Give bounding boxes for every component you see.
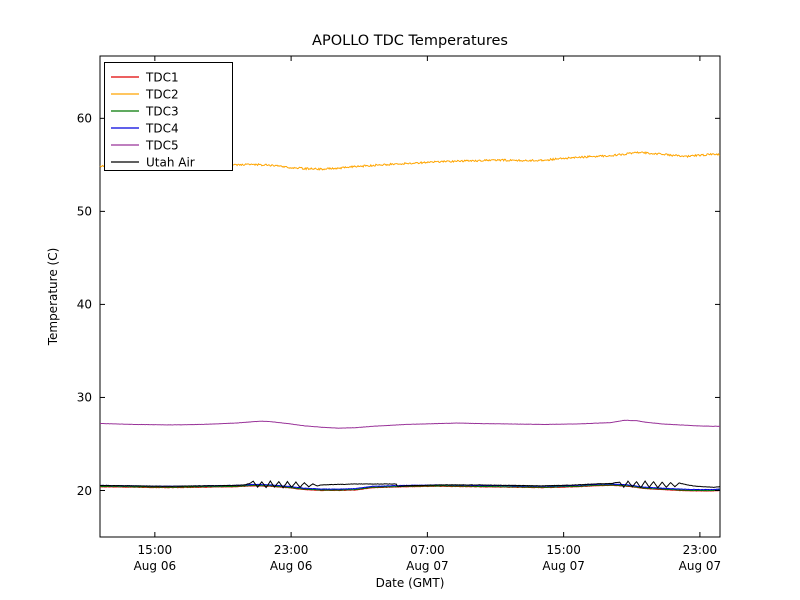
- axes-layer: 20 30 40 50 60 15:00 Aug 06 23:00 Aug 06 07:00 Aug…: [77, 56, 721, 573]
- series-line-utah-air: [99, 480, 721, 489]
- x-tick-date: Aug 06: [270, 559, 313, 573]
- x-tick-time: 07:00: [410, 543, 445, 557]
- x-tick-time: 23:00: [683, 543, 718, 557]
- chart-title: APOLLO TDC Temperatures: [312, 33, 508, 49]
- y-tick-label: 20: [77, 484, 92, 498]
- legend-label-tdc5: TDC5: [145, 138, 179, 152]
- legend-label-utah-air: Utah Air: [146, 155, 195, 169]
- x-tick-date: Aug 06: [134, 559, 177, 573]
- x-tick-time: 15:00: [546, 543, 581, 557]
- x-tick-time: 15:00: [138, 543, 173, 557]
- y-tick-label: 30: [77, 391, 92, 405]
- x-tick-time: 23:00: [274, 543, 309, 557]
- series-line-tdc5: [99, 419, 721, 429]
- legend-label-tdc1: TDC1: [145, 70, 179, 84]
- legend-box: [104, 62, 233, 171]
- legend-label-tdc4: TDC4: [145, 121, 179, 135]
- x-axis-label: Date (GMT): [376, 576, 445, 590]
- y-axis-label: Temperature (C): [46, 248, 60, 347]
- y-tick-label: 50: [77, 205, 92, 219]
- x-tick-date: Aug 07: [542, 559, 585, 573]
- chart-legend: TDC1 TDC2 TDC3 TDC4 TDC5 Utah Air: [104, 62, 233, 171]
- legend-label-tdc3: TDC3: [145, 104, 179, 118]
- y-tick-label: 60: [77, 112, 92, 126]
- y-tick-label: 40: [77, 298, 92, 312]
- legend-label-tdc2: TDC2: [145, 87, 179, 101]
- x-tick-date: Aug 07: [679, 559, 722, 573]
- x-tick-date: Aug 07: [406, 559, 449, 573]
